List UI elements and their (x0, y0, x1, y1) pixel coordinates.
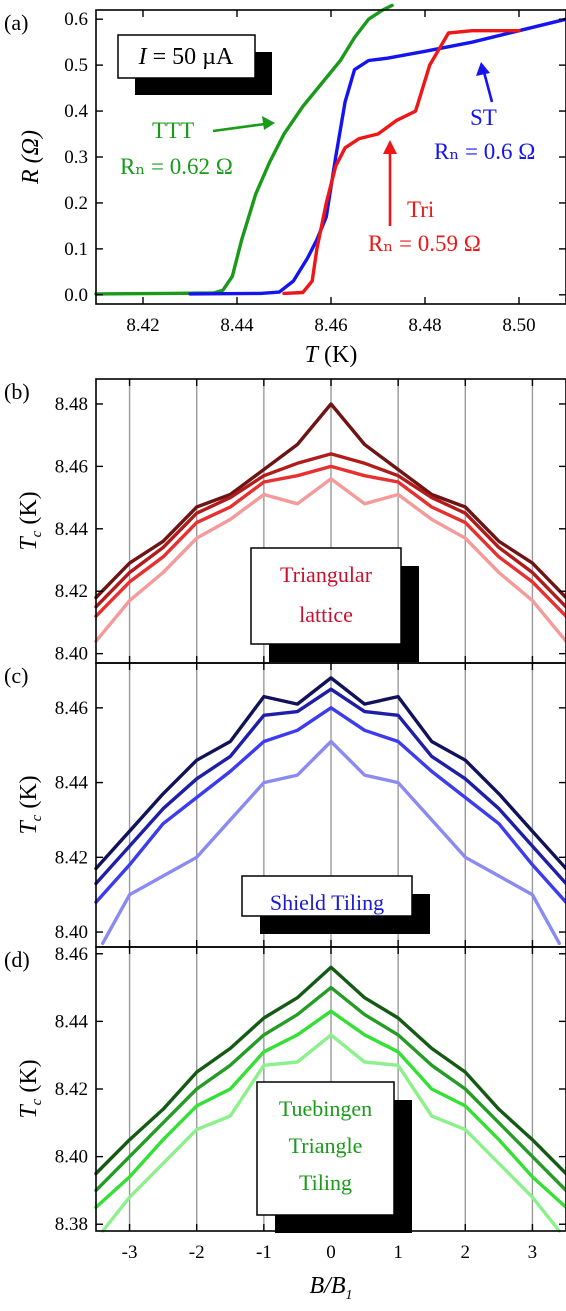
annotation-ttt-rn: Rₙ = 0.62 Ω (120, 154, 233, 179)
panel-label-text: Triangle (289, 1133, 363, 1158)
current-label: I = 50 µA (138, 44, 234, 70)
series-line-d-0 (94, 965, 566, 1176)
series-line-b-1 (94, 452, 566, 609)
series-line-b-3 (94, 477, 566, 643)
annotation-tri-rn: Rₙ = 0.59 Ω (368, 231, 481, 256)
y-tick-label: 0.1 (64, 239, 88, 260)
y-axis-title-d: Tc (K) (16, 1059, 45, 1118)
x-tick-label: 0 (326, 1242, 336, 1263)
series-line-a-0 (94, 3, 394, 296)
series-line-c-2 (94, 706, 566, 904)
panel-label-a: (a) (4, 10, 28, 35)
x-tick-label: 8.46 (314, 315, 347, 336)
y-tick-label: 8.44 (55, 1011, 89, 1032)
y-tick-label: 8.42 (55, 581, 88, 602)
current-label-box (117, 34, 256, 79)
annotation-st-name: ST (470, 105, 497, 130)
y-axis-title-b: Tc (K) (16, 491, 45, 550)
y-tick-label: 0.6 (64, 9, 88, 30)
annotation-tri-name: Tri (407, 197, 434, 222)
y-tick-label: 8.44 (55, 773, 89, 794)
series-line-c-3 (100, 739, 561, 945)
y-tick-label: 8.42 (55, 847, 88, 868)
y-tick-label: 0.4 (64, 101, 88, 122)
y-tick-label: 0.5 (64, 55, 88, 76)
annotation-st-rn: Rₙ = 0.6 Ω (434, 139, 535, 164)
x-tick-label: 8.44 (220, 315, 254, 336)
x-tick-label: -2 (189, 1242, 205, 1263)
panel-label-box (256, 1081, 395, 1216)
panel-label-text: Shield Tiling (270, 890, 384, 915)
y-tick-label: 8.40 (55, 1147, 88, 1168)
y-tick-label: 8.46 (55, 456, 88, 477)
y-tick-label: 0.0 (64, 285, 88, 306)
panel-label-box (250, 547, 402, 645)
panel-label-text: Tuebingen (279, 1096, 372, 1121)
x-tick-label: 8.48 (408, 315, 441, 336)
panel-label-text: lattice (299, 602, 353, 627)
x-tick-label: 8.50 (502, 315, 535, 336)
x-tick-label: -1 (256, 1242, 272, 1263)
y-tick-label: 8.38 (55, 1214, 88, 1235)
panel-label-c: (c) (4, 663, 28, 688)
arrow-ttt-head (262, 116, 275, 130)
arrow-st-head (476, 62, 490, 76)
x-tick-label: 3 (528, 1242, 538, 1263)
y-tick-label: 0.2 (64, 193, 88, 214)
panel-label-box (241, 875, 413, 917)
y-tick-label: 8.40 (55, 644, 88, 665)
y-tick-label: 0.3 (64, 147, 88, 168)
x-axis-title-d: B/B1 (310, 1273, 353, 1303)
series-line-b-0 (94, 402, 566, 600)
y-tick-label: 8.44 (55, 519, 89, 540)
y-axis-title-c: Tc (K) (16, 775, 45, 834)
series-line-a-1 (188, 17, 566, 296)
y-tick-label: 8.48 (55, 394, 88, 415)
x-tick-label: 1 (393, 1242, 403, 1263)
series-line-d-3 (100, 1033, 561, 1233)
panel-label-b: (b) (4, 379, 30, 404)
arrow-st (482, 71, 494, 103)
annotation-ttt-name: TTT (152, 118, 194, 143)
panel-label-text: Tiling (299, 1170, 352, 1195)
arrow-tri-head (383, 140, 397, 154)
y-axis-title-a: R (Ω) (18, 130, 44, 185)
arrow-ttt (212, 122, 266, 133)
panel-label-d: (d) (4, 947, 30, 972)
x-tick-label: 2 (461, 1242, 471, 1263)
y-tick-label: 8.40 (55, 922, 88, 943)
panel-label-text: Triangular (280, 562, 373, 587)
x-tick-label: -3 (122, 1242, 138, 1263)
series-line-c-0 (94, 676, 566, 871)
y-tick-label: 8.42 (55, 1079, 88, 1100)
series-line-a-2 (282, 29, 521, 296)
series-line-d-2 (94, 1009, 566, 1210)
series-line-b-2 (94, 464, 566, 618)
x-axis-title-a: T (K) (305, 342, 358, 368)
y-tick-label: 8.46 (55, 698, 88, 719)
y-tick-label: 8.46 (55, 944, 88, 965)
x-tick-label: 8.42 (126, 315, 159, 336)
series-line-c-1 (94, 687, 566, 886)
series-line-d-1 (94, 985, 566, 1193)
